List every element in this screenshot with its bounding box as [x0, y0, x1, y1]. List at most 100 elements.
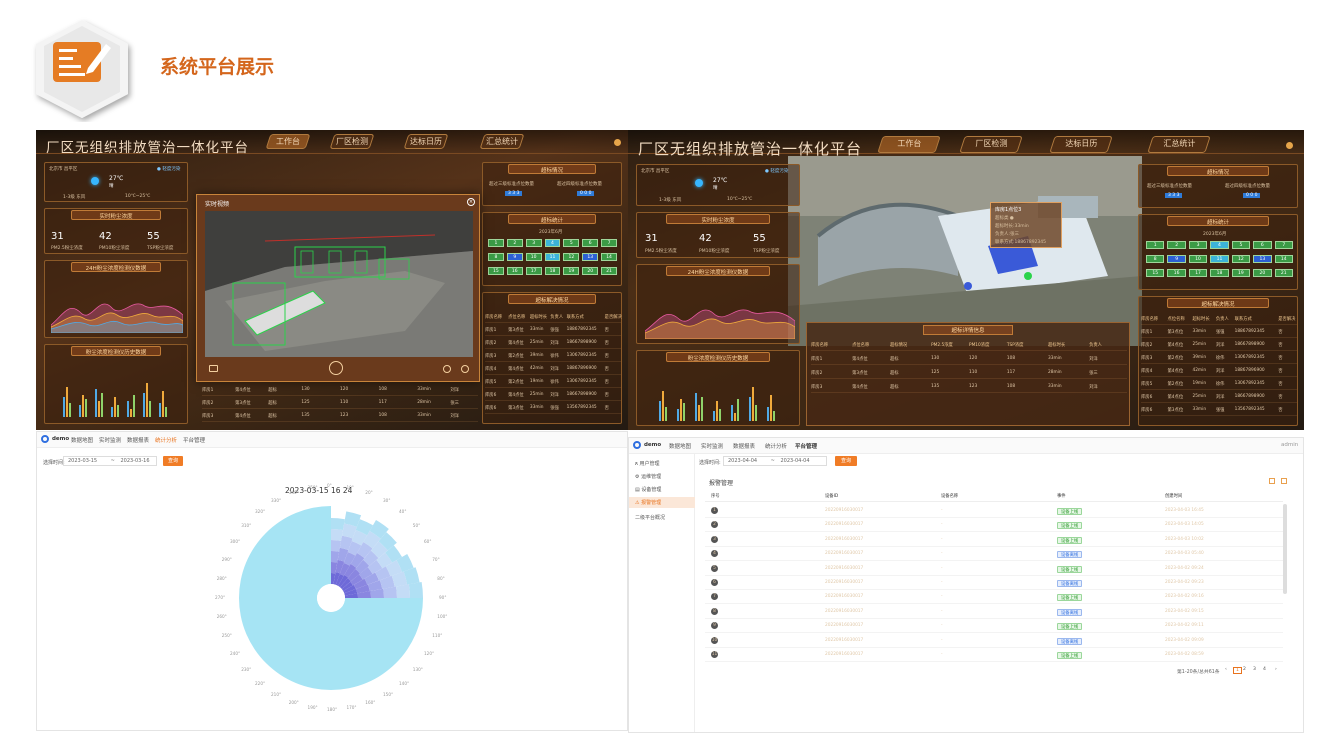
calendar-day[interactable]: 1	[1146, 241, 1165, 249]
table-row[interactable]: 库房3 第4点位 超标 135 123 108 33min 刘洋	[811, 381, 1127, 393]
calendar-day[interactable]: 13	[582, 253, 599, 261]
nav-logo[interactable]: demo	[52, 436, 70, 442]
calendar-day[interactable]: 17	[525, 267, 542, 275]
calendar-day[interactable]: 4	[544, 239, 561, 247]
calendar-day[interactable]: 7	[1274, 241, 1293, 249]
tab-calendar[interactable]: 达标日历	[1049, 136, 1113, 153]
calendar-day[interactable]: 18	[1210, 269, 1229, 277]
calendar-day[interactable]: 14	[1274, 255, 1293, 263]
tab-summary[interactable]: 汇总统计	[479, 134, 525, 149]
table-row[interactable]: 库房6 第3点位 33min 张强 13567892345 否	[485, 402, 621, 414]
table-row[interactable]: 库房3 第4点位 超标 135 123 108 33min 刘洋	[202, 410, 478, 422]
table-row[interactable]: 库房6 第4点位 25min 刘洋 18667898900 否	[485, 389, 621, 401]
query-button[interactable]: 查询	[163, 456, 183, 466]
table-row[interactable]: 库房2 第4点位 25min 刘洋 18667898900 否	[1141, 339, 1297, 351]
table-row[interactable]: 库房1 第4点位 超标 130 120 108 33min 刘洋	[202, 384, 478, 396]
sidebar-item-alarms[interactable]: ⚠ 报警管理	[629, 497, 695, 508]
nav-item-platform[interactable]: 平台管理	[795, 444, 818, 450]
table-row[interactable]: 3 20220916030017 - 设备上线 2023-04-03 10:02	[705, 533, 1283, 547]
calendar-day[interactable]: 10	[1188, 255, 1208, 263]
tab-workbench[interactable]: 工作台	[265, 134, 311, 149]
calendar-day[interactable]: 11	[1210, 255, 1229, 263]
calendar-day[interactable]: 5	[1231, 241, 1251, 249]
calendar-day[interactable]: 6	[1253, 241, 1272, 249]
calendar-day[interactable]: 13	[1253, 255, 1272, 263]
user-icon[interactable]	[1286, 142, 1293, 149]
table-row[interactable]: 库房2 第3点位 超标 125 110 117 28min 张三	[811, 367, 1127, 379]
tab-workbench[interactable]: 工作台	[877, 136, 941, 153]
user-icon[interactable]	[614, 139, 621, 146]
table-row[interactable]: 库房2 第4点位 25min 刘洋 18667898900 否	[485, 337, 621, 349]
page-number[interactable]: 3	[1253, 667, 1256, 672]
calendar-day[interactable]: 15	[1146, 269, 1165, 277]
calendar-day[interactable]: 7	[601, 239, 617, 247]
table-row[interactable]: 库房5 第2点位 19min 徐伟 13067892345 否	[1141, 378, 1297, 390]
table-row[interactable]: 库房2 第3点位 超标 125 110 117 28min 张三	[202, 397, 478, 409]
sidebar-item-ops[interactable]: ⚙ 运维管理	[635, 473, 661, 480]
calendar-day[interactable]: 2	[506, 239, 523, 247]
page-number[interactable]: 1	[1233, 667, 1242, 674]
table-row[interactable]: 库房3 第2点位 39min 徐伟 13067892345 否	[1141, 352, 1297, 364]
calendar-day[interactable]: 19	[1231, 269, 1251, 277]
calendar-day[interactable]: 16	[506, 267, 523, 275]
next-page-icon[interactable]: ›	[1275, 667, 1277, 672]
table-row[interactable]: 9 20220916030017 - 设备上线 2023-04-02 09:11	[705, 619, 1283, 634]
sidebar-item-devices[interactable]: ▤ 设备管理	[635, 486, 661, 493]
calendar-day[interactable]: 12	[563, 253, 580, 261]
nav-item-monitor[interactable]: 实时监测	[701, 444, 724, 450]
table-row[interactable]: 7 20220916030017 - 设备上线 2023-04-02 09:16	[705, 590, 1283, 605]
table-row[interactable]: 库房1 第3点位 33min 张强 18867892345 否	[1141, 326, 1297, 338]
settings-icon[interactable]	[1281, 478, 1287, 484]
close-icon[interactable]: ×	[467, 198, 475, 206]
nav-item-stats[interactable]: 统计分析	[765, 444, 788, 450]
nav-item-map[interactable]: 数据地图	[71, 438, 94, 444]
nav-item-report[interactable]: 数据报表	[127, 438, 150, 444]
tab-summary[interactable]: 汇总统计	[1147, 136, 1211, 153]
nav-item-map[interactable]: 数据地图	[669, 444, 692, 450]
nav-item-report[interactable]: 数据报表	[733, 444, 756, 450]
date-range-input[interactable]: 2023-03-15 ~ 2023-03-16	[63, 456, 157, 466]
calendar-day[interactable]: 1	[488, 239, 504, 247]
table-row[interactable]: 库房6 第3点位 33min 张强 13567892345 否	[1141, 404, 1297, 416]
page-number[interactable]: 4	[1263, 667, 1266, 672]
calendar-day[interactable]: 5	[563, 239, 580, 247]
calendar-day[interactable]: 11	[544, 253, 561, 261]
table-row[interactable]: 4 20220916030017 - 设备离线 2023-04-03 05:40	[705, 547, 1283, 562]
calendar-day[interactable]: 9	[506, 253, 523, 261]
page-number[interactable]: 2	[1243, 667, 1246, 672]
table-row[interactable]: 库房1 第4点位 超标 130 120 108 33min 刘洋	[811, 353, 1127, 365]
scrollbar[interactable]	[1283, 504, 1287, 594]
calendar-day[interactable]: 4	[1210, 241, 1229, 249]
table-row[interactable]: 6 20220916030017 - 设备离线 2023-04-02 09:23	[705, 576, 1283, 590]
calendar-day[interactable]: 20	[1253, 269, 1272, 277]
user-name[interactable]: admin	[1281, 442, 1299, 448]
zoom-out-icon[interactable]	[461, 365, 469, 373]
tab-factory[interactable]: 厂区检测	[959, 136, 1023, 153]
calendar-day[interactable]: 2	[1167, 241, 1186, 249]
nav-item-monitor[interactable]: 实时监测	[99, 438, 122, 444]
export-icon[interactable]	[1269, 478, 1275, 484]
calendar-day[interactable]: 17	[1188, 269, 1208, 277]
calendar-day[interactable]: 3	[1188, 241, 1208, 249]
prev-page-icon[interactable]: ‹	[1225, 667, 1227, 672]
calendar-day[interactable]: 3	[525, 239, 542, 247]
sidebar-item-users[interactable]: ጸ 用户管理	[635, 460, 660, 467]
calendar-day[interactable]: 12	[1231, 255, 1251, 263]
nav-item-stats[interactable]: 统计分析	[155, 438, 178, 444]
tab-factory[interactable]: 厂区检测	[329, 134, 375, 149]
table-row[interactable]: 10 20220916030017 - 设备离线 2023-04-02 09:09	[705, 634, 1283, 648]
calendar-day[interactable]: 21	[601, 267, 617, 275]
calendar-day[interactable]: 16	[1167, 269, 1186, 277]
table-row[interactable]: 8 20220916030017 - 设备离线 2023-04-02 09:15	[705, 605, 1283, 619]
query-button[interactable]: 查询	[835, 456, 857, 466]
table-row[interactable]: 5 20220916030017 - 设备上线 2023-04-02 09:24	[705, 562, 1283, 576]
calendar-day[interactable]: 6	[582, 239, 599, 247]
date-range-input[interactable]: 2023-04-04 ~ 2023-04-04	[723, 456, 827, 466]
calendar-day[interactable]: 8	[1146, 255, 1165, 263]
calendar-day[interactable]: 20	[582, 267, 599, 275]
nav-logo[interactable]: demo	[644, 442, 662, 448]
calendar-day[interactable]: 9	[1167, 255, 1186, 263]
table-row[interactable]: 库房3 第2点位 39min 徐伟 13067892345 否	[485, 350, 621, 362]
calendar-day[interactable]: 19	[563, 267, 580, 275]
table-row[interactable]: 库房6 第4点位 25min 刘洋 18667898900 否	[1141, 391, 1297, 403]
